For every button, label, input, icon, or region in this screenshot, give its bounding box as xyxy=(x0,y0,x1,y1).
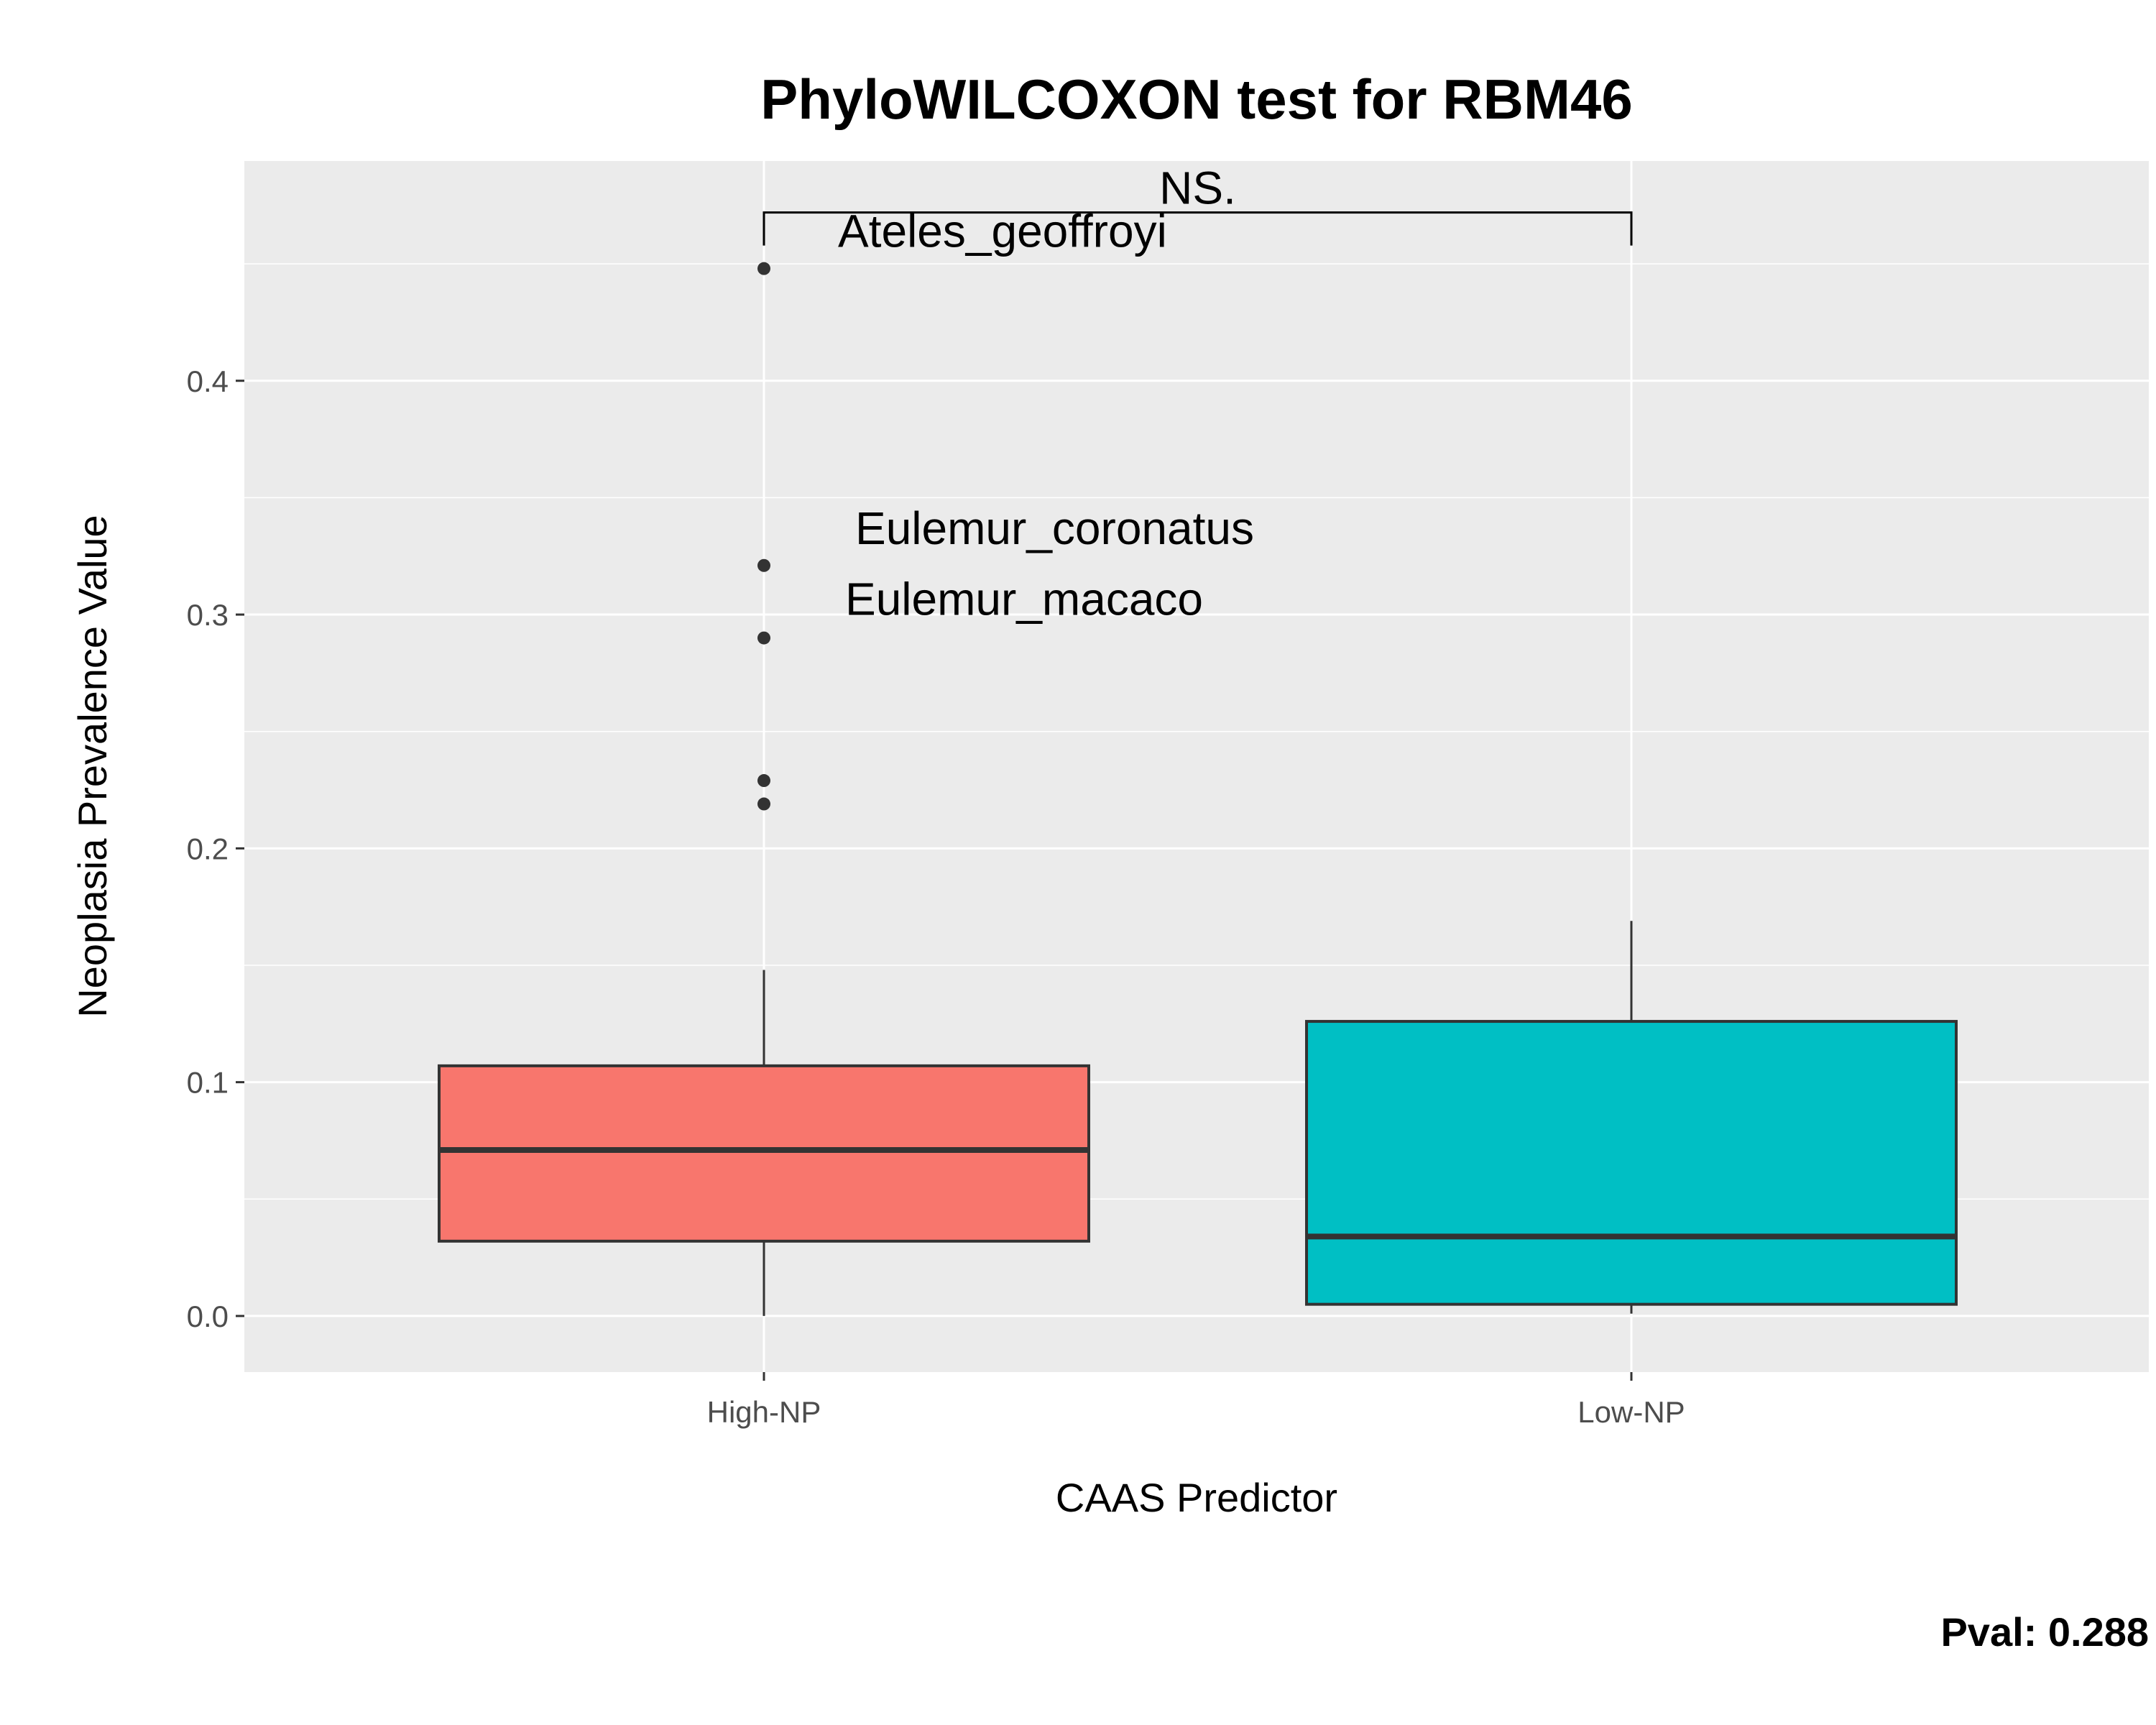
y-tick-label: 0.2 xyxy=(187,832,229,865)
x-tick-label: Low-NP xyxy=(1577,1395,1685,1429)
box-low-np xyxy=(1305,1020,1958,1306)
point-label: Eulemur_coronatus xyxy=(855,502,1254,554)
significance-label: NS. xyxy=(1159,162,1236,214)
y-tick-label: 0.3 xyxy=(187,598,229,632)
box-high-np xyxy=(438,1064,1090,1243)
x-tick-label: High-NP xyxy=(707,1395,821,1429)
outlier-point xyxy=(757,631,770,645)
significance-bracket: NS. xyxy=(763,162,1633,246)
point-label: Eulemur_macaco xyxy=(845,574,1203,625)
y-tick-label: 0.4 xyxy=(187,364,229,398)
outlier-point xyxy=(757,774,770,788)
outliers-layer xyxy=(757,262,770,811)
pvalue-footer: Pval: 0.288 xyxy=(1940,1609,2149,1655)
y-tick-label: 0.0 xyxy=(187,1300,229,1333)
y-axis-title: Neoplasia Prevalence Value xyxy=(70,515,115,1017)
x-axis-title: CAAS Predictor xyxy=(1056,1475,1337,1520)
y-tick-label: 0.1 xyxy=(187,1066,229,1100)
x-axis: High-NP Low-NP xyxy=(707,1372,1685,1429)
bracket-line xyxy=(763,211,1633,246)
outlier-point xyxy=(757,262,770,275)
outlier-point xyxy=(757,797,770,811)
boxes-layer xyxy=(438,921,1958,1316)
point-labels-layer: Ateles_geoffroyi Eulemur_coronatus Eulemur… xyxy=(838,206,1254,625)
point-label: Ateles_geoffroyi xyxy=(838,206,1167,257)
chart-title: PhyloWILCOXON test for RBM46 xyxy=(760,68,1632,131)
y-axis: 0.0 0.1 0.2 0.3 0.4 xyxy=(187,364,244,1333)
outlier-point xyxy=(757,558,770,572)
